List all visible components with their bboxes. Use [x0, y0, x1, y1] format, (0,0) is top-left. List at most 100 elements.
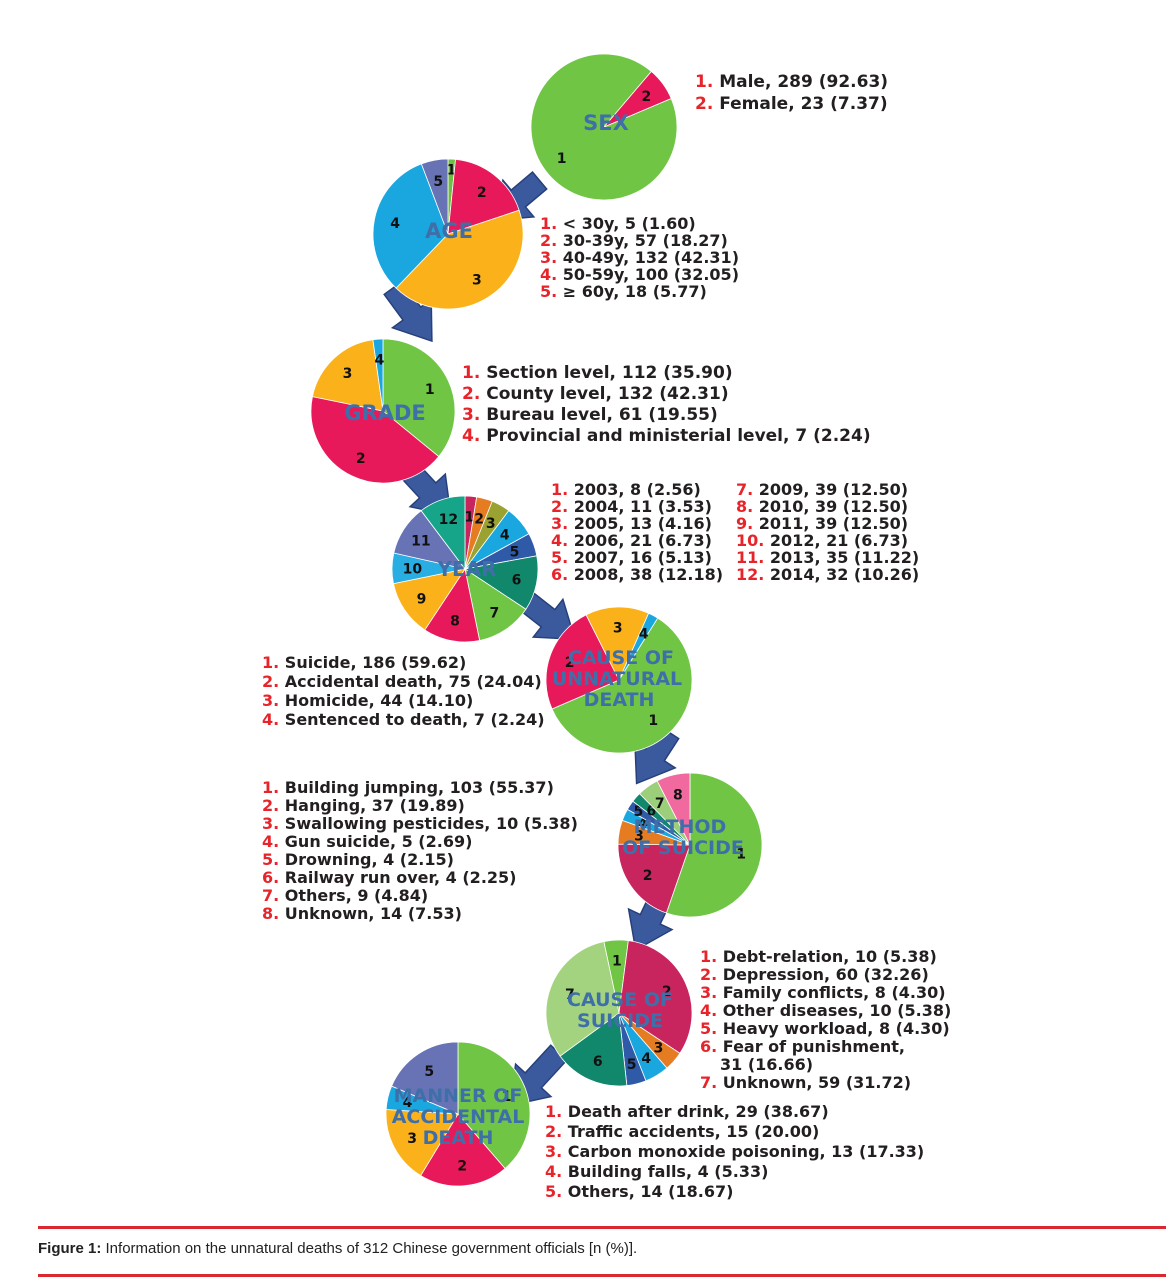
- legend-entry: 12. 2014, 32 (10.26): [736, 565, 919, 584]
- legend-number: 3.: [700, 983, 717, 1002]
- legend-entry: 6. Fear of punishment,: [700, 1037, 905, 1056]
- slice-number: 1: [502, 1089, 512, 1105]
- legend-entry: 4. Gun suicide, 5 (2.69): [262, 832, 472, 851]
- legend-entry: 1. Debt-relation, 10 (5.38): [700, 947, 937, 966]
- legend-entry: 4. Other diseases, 10 (5.38): [700, 1001, 951, 1020]
- legend-entry: 8. 2010, 39 (12.50): [736, 497, 908, 516]
- legend-7: 1. Debt-relation, 10 (5.38)2. Depression…: [700, 947, 951, 1092]
- pie-slice: [464, 568, 527, 641]
- legend-entry: 4. 50-59y, 100 (32.05): [540, 265, 739, 284]
- slice-number: 7: [490, 606, 500, 622]
- legend-entry: 3. Bureau level, 61 (19.55): [462, 405, 718, 425]
- legend-entry: 6. 2008, 38 (12.18): [551, 565, 723, 584]
- legend-entry: 5. Drowning, 4 (2.15): [262, 850, 454, 869]
- slice-number: 4: [375, 352, 385, 368]
- legend-label: Others, 14 (18.67): [562, 1182, 733, 1201]
- pie-slice: [545, 941, 620, 1057]
- legend-label: 2009, 39 (12.50): [753, 480, 908, 499]
- legend-label: 2010, 39 (12.50): [753, 497, 908, 516]
- legend-entry: 6. Railway run over, 4 (2.25): [262, 868, 516, 887]
- legend-label: Carbon monoxide poisoning, 13 (17.33): [562, 1142, 924, 1161]
- legend-label: Homicide, 44 (14.10): [279, 691, 473, 710]
- slice-number: 7: [565, 987, 575, 1003]
- pie-slice: [391, 1041, 459, 1115]
- pie-slice: [385, 1109, 459, 1177]
- legend-number: 4.: [262, 832, 279, 851]
- pie-title: UNNATURAL: [552, 668, 682, 690]
- slice-number: 6: [646, 804, 656, 820]
- slice-number: 3: [654, 1041, 664, 1057]
- slice-number: 2: [565, 655, 575, 671]
- legend-label: Section level, 112 (35.90): [480, 363, 732, 383]
- pie-title: METHOD: [634, 816, 727, 838]
- legend-entry: 5. Others, 14 (18.67): [545, 1182, 733, 1201]
- legend-label: 2005, 13 (4.16): [568, 514, 712, 533]
- pie-slice: [420, 495, 466, 571]
- legend-label: Fear of punishment,: [717, 1037, 905, 1056]
- legend-number: 4.: [262, 710, 279, 729]
- pie-title: ACCIDENTAL: [392, 1106, 525, 1128]
- pie-1: 1 2 SEX: [530, 53, 678, 201]
- slice-number: 6: [593, 1054, 603, 1070]
- legend-number: 5.: [545, 1182, 562, 1201]
- slice-number: 3: [343, 366, 353, 382]
- legend-3: 1. Section level, 112 (35.90)2. County l…: [462, 363, 871, 446]
- legend-entry: 7. Unknown, 59 (31.72): [700, 1073, 911, 1092]
- legend-label: Swallowing pesticides, 10 (5.38): [279, 814, 578, 833]
- caption-label: Figure 1:: [38, 1240, 102, 1257]
- legend-label: Hanging, 37 (19.89): [279, 796, 465, 815]
- pie-slice: [372, 338, 384, 412]
- pie-slice: [393, 568, 466, 631]
- caption-rule-bottom: [38, 1274, 1166, 1277]
- caption-text: Information on the unnatural deaths of 3…: [101, 1240, 638, 1257]
- legend-5: 1. Suicide, 186 (59.62)2. Accidental dea…: [262, 653, 545, 729]
- legend-number: 1.: [695, 72, 713, 92]
- legend-entry: 3. Family conflicts, 8 (4.30): [700, 983, 946, 1002]
- legend-entry-continued: 31 (16.66): [720, 1055, 813, 1074]
- legend-number: 5.: [700, 1019, 717, 1038]
- legend-entry: 4. Building falls, 4 (5.33): [545, 1162, 768, 1181]
- slice-number: 1: [648, 713, 658, 729]
- legend-number: 4.: [462, 426, 480, 446]
- slice-number: 5: [510, 544, 520, 560]
- legend-number: 5.: [540, 282, 557, 301]
- legend-entry: 8. Unknown, 14 (7.53): [262, 904, 462, 923]
- legend-number: 1.: [545, 1102, 562, 1121]
- pie-slice: [559, 1012, 628, 1087]
- legend-8: 1. Death after drink, 29 (38.67)2. Traff…: [545, 1102, 924, 1201]
- slice-number: 1: [612, 954, 622, 970]
- legend-number: 2.: [700, 965, 717, 984]
- legend-label: 50-59y, 100 (32.05): [557, 265, 739, 284]
- legend-number: 9.: [736, 514, 753, 533]
- slice-number: 4: [403, 1095, 413, 1111]
- legend-label: ≥ 60y, 18 (5.77): [557, 282, 707, 301]
- legend-entry: 1. < 30y, 5 (1.60): [540, 214, 696, 233]
- legend-number: 5.: [551, 548, 568, 567]
- legend-label: < 30y, 5 (1.60): [557, 214, 695, 233]
- legend-number: 4.: [551, 531, 568, 550]
- legend-entry: 3. 40-49y, 132 (42.31): [540, 248, 739, 267]
- legend-label: 2007, 16 (5.13): [568, 548, 712, 567]
- legend-label: 2008, 38 (12.18): [568, 565, 723, 584]
- legend-number: 4.: [540, 265, 557, 284]
- legend-entry: 2. Accidental death, 75 (24.04): [262, 672, 542, 691]
- legend-number: 1.: [462, 363, 480, 383]
- slice-number: 1: [557, 151, 567, 167]
- legend-entry: 3. Swallowing pesticides, 10 (5.38): [262, 814, 578, 833]
- legend-entry: 4. Sentenced to death, 7 (2.24): [262, 710, 545, 729]
- slice-number: 2: [642, 89, 652, 105]
- legend-entry: 5. ≥ 60y, 18 (5.77): [540, 282, 707, 301]
- slice-number: 5: [433, 174, 443, 190]
- legend-entry: 2. Depression, 60 (32.26): [700, 965, 929, 984]
- legend-label: County level, 132 (42.31): [480, 384, 728, 404]
- legend-number: 2.: [540, 231, 557, 250]
- legend-number: 12.: [736, 565, 764, 584]
- slice-number: 5: [627, 1057, 637, 1073]
- legend-entry: 3. Carbon monoxide poisoning, 13 (17.33): [545, 1142, 924, 1161]
- legend-label: 30-39y, 57 (18.27): [557, 231, 728, 250]
- slice-number: 2: [477, 185, 487, 201]
- legend-label: Accidental death, 75 (24.04): [279, 672, 541, 691]
- pie-slice: [424, 567, 481, 643]
